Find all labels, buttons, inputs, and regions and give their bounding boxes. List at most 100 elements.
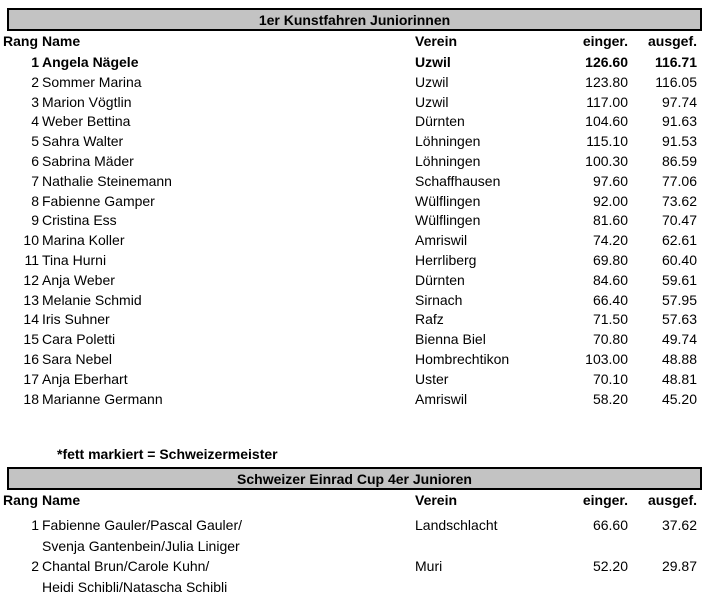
table-row: 16 Sara Nebel Hombrechtikon 103.00 48.88 (0, 351, 711, 371)
table-row: 18 Marianne Germann Amriswil 58.20 45.20 (0, 391, 711, 411)
row-entered-score: 66.40 (592, 291, 628, 308)
row-rank: 8 (31, 192, 39, 209)
row-rank: 3 (31, 93, 39, 110)
table-row: 1 Angela Nägele Uzwil 126.60 116.71 (0, 54, 711, 74)
row-entered-score: 117.00 (586, 93, 628, 110)
table-row: 10 Marina Koller Amriswil 74.20 62.61 (0, 232, 711, 252)
row-entered-score: 104.60 (585, 113, 628, 130)
row-rank: 11 (24, 251, 39, 268)
row-rank: 9 (31, 212, 39, 229)
row-executed-score: 49.74 (661, 331, 697, 348)
row-entered-score: 69.80 (592, 251, 628, 268)
row-name: Sahra Walter (42, 133, 124, 150)
row-club: Löhningen (415, 133, 481, 150)
row-club: Uzwil (415, 93, 449, 110)
row-club: Hombrechtikon (415, 350, 510, 367)
row-club: Bienna Biel (415, 331, 486, 348)
row-name: Sara Nebel (42, 350, 113, 367)
row-rank: 2 (31, 73, 39, 90)
row-entered-score: 123.80 (585, 73, 628, 90)
row-rank: 4 (31, 113, 39, 130)
row-name: Anja Eberhart (42, 370, 128, 387)
row-executed-score: 116.71 (654, 54, 697, 70)
column-header-einger: einger. (582, 33, 628, 49)
row-rank: 12 (23, 271, 39, 288)
row-club: Uster (415, 370, 449, 387)
table-row: 14 Iris Suhner Rafz 71.50 57.63 (0, 311, 711, 331)
row-name: Fabienne Gamper (42, 192, 155, 209)
row-club: Uzwil (415, 54, 451, 70)
row-executed-score: 48.88 (661, 350, 697, 367)
row-club: Herrliberg (415, 251, 477, 268)
column-header-verein: Verein (415, 492, 458, 508)
row-club: Amriswil (415, 232, 468, 249)
row-name: Iris Suhner (42, 311, 110, 328)
row-name: Chantal Brun/Carole Kuhn/ (42, 558, 210, 574)
column-header-verein: Verein (415, 33, 458, 49)
column-header-rang: Rang (3, 33, 38, 49)
row-entered-score: 66.60 (592, 517, 628, 533)
row-entered-score: 97.60 (592, 172, 628, 189)
table-row: 15 Cara Poletti Bienna Biel 70.80 49.74 (0, 331, 711, 351)
row-rank: 14 (23, 311, 39, 328)
row-rank: 2 (31, 558, 39, 574)
table-rows-4er-junioren: 1 Fabienne Gauler/Pascal Gauler/Landschla… (0, 517, 711, 599)
table-rows-juniorinnen: 1 Angela Nägele Uzwil 126.60 116.71 2 Sommer M… (0, 54, 711, 410)
row-executed-score: 62.61 (661, 232, 697, 249)
table-row: 12 Anja Weber Dürnten 84.60 59.61 (0, 272, 711, 292)
row-executed-score: 73.62 (661, 192, 697, 209)
row-club: Löhningen (415, 152, 481, 169)
row-club: Uzwil (415, 73, 449, 90)
row-executed-score: 70.47 (661, 212, 697, 229)
row-entered-score: 74.20 (592, 232, 628, 249)
row-entered-score: 52.20 (592, 558, 628, 574)
table-title-bar: 1er Kunstfahren Juniorinnen (7, 8, 702, 31)
row-executed-score: 91.53 (661, 133, 697, 150)
row-rank: 5 (31, 133, 39, 150)
row-club: Muri (415, 558, 443, 574)
table-row: 2 Chantal Brun/Carole Kuhn/Muri 52.20 29.87 (0, 558, 711, 579)
table-row: 13 Melanie Schmid Sirnach 66.40 57.95 (0, 292, 711, 312)
row-executed-score: 91.63 (661, 113, 697, 130)
table-title: 1er Kunstfahren Juniorinnen (258, 11, 451, 28)
table-title-bar: Schweizer Einrad Cup 4er Junioren (7, 467, 702, 490)
row-name: Sabrina Mäder (42, 152, 134, 169)
row-entered-score: 58.20 (592, 390, 628, 407)
row-executed-score: 29.87 (661, 558, 697, 574)
table-row: 2 Sommer Marina Uzwil 123.80 116.05 (0, 74, 711, 94)
row-executed-score: 37.62 (661, 517, 697, 533)
table-row: 4 Weber Bettina Dürnten 104.60 91.63 (0, 113, 711, 133)
row-name: Tina Hurni (42, 251, 107, 268)
row-entered-score: 70.10 (592, 370, 628, 387)
row-executed-score: 48.81 (661, 370, 697, 387)
row-name: Marianne Germann (42, 390, 163, 407)
row-executed-score: 45.20 (661, 390, 697, 407)
table-row: 8 Fabienne Gamper Wülflingen 92.00 73.62 (0, 193, 711, 213)
row-club: Schaffhausen (415, 172, 501, 189)
row-entered-score: 84.60 (592, 271, 628, 288)
row-rank: 15 (23, 331, 39, 348)
table-row: 9 Cristina Ess Wülflingen 81.60 70.47 (0, 212, 711, 232)
row-executed-score: 57.63 (661, 311, 697, 328)
row-entered-score: 92.00 (592, 192, 628, 209)
row-name: Marina Koller (42, 232, 125, 249)
table-row-continuation: Heidi Schibli/Natascha Schibli (0, 579, 711, 599)
column-header-ausgef: ausgef. (647, 492, 697, 508)
row-name-continued: Heidi Schibli/Natascha Schibli (42, 578, 228, 595)
row-rank: 13 (23, 291, 39, 308)
row-club: Wülflingen (415, 192, 481, 209)
table-row: 1 Fabienne Gauler/Pascal Gauler/Landschla… (0, 517, 711, 538)
row-entered-score: 103.00 (585, 350, 628, 367)
row-rank: 10 (23, 232, 39, 249)
table-row: 5 Sahra Walter Löhningen 115.10 91.53 (0, 133, 711, 153)
row-club: Amriswil (415, 390, 468, 407)
row-name: Anja Weber (42, 271, 115, 288)
row-executed-score: 57.95 (661, 291, 697, 308)
row-entered-score: 100.30 (585, 152, 628, 169)
column-header-name: Name (42, 33, 81, 49)
row-executed-score: 60.40 (661, 251, 697, 268)
row-club: Dürnten (415, 271, 465, 288)
row-rank: 7 (31, 172, 39, 189)
table-row: 11 Tina Hurni Herrliberg 69.80 60.40 (0, 252, 711, 272)
row-name-continued: Svenja Gantenbein/Julia Liniger (42, 537, 240, 554)
